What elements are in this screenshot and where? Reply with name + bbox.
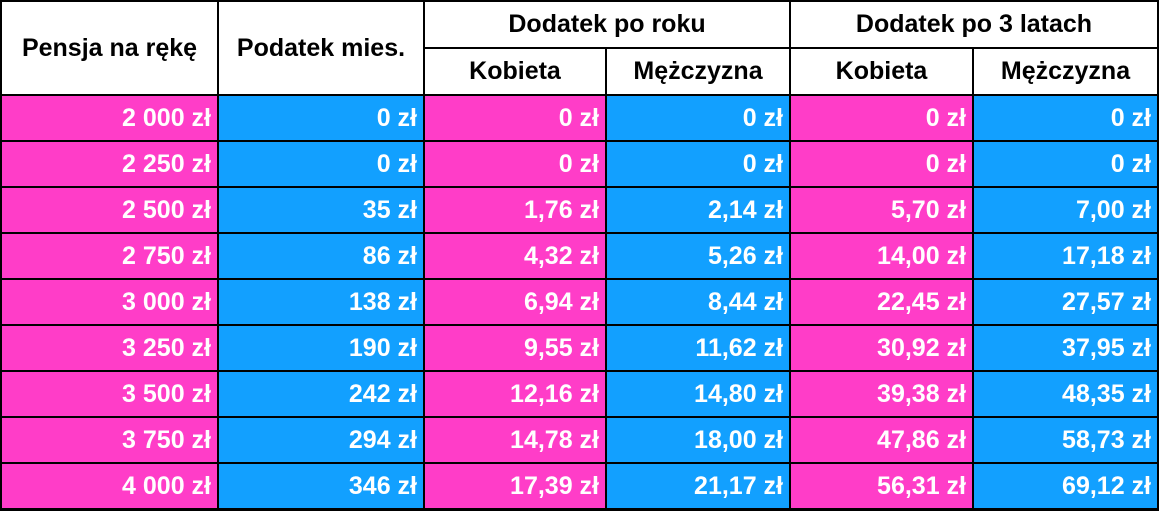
data-cell: 86 zł [219, 234, 423, 278]
data-cell: 0 zł [607, 142, 789, 186]
data-cell: 2 250 zł [2, 142, 217, 186]
data-cell: 0 zł [974, 96, 1157, 140]
data-cell: 0 zł [607, 96, 789, 140]
data-cell: 48,35 zł [974, 372, 1157, 416]
data-cell: 0 zł [791, 142, 972, 186]
data-cell: 0 zł [791, 96, 972, 140]
group-header: Dodatek po 3 latach [791, 2, 1157, 47]
data-cell: 0 zł [425, 142, 605, 186]
data-cell: 190 zł [219, 326, 423, 370]
data-cell: 14,00 zł [791, 234, 972, 278]
data-cell: 18,00 zł [607, 418, 789, 462]
data-cell: 0 zł [219, 96, 423, 140]
data-cell: 22,45 zł [791, 280, 972, 324]
data-cell: 6,94 zł [425, 280, 605, 324]
data-cell: 3 000 zł [2, 280, 217, 324]
data-cell: 0 zł [425, 96, 605, 140]
data-cell: 2,14 zł [607, 188, 789, 232]
data-cell: 9,55 zł [425, 326, 605, 370]
data-cell: 1,76 zł [425, 188, 605, 232]
data-cell: 138 zł [219, 280, 423, 324]
data-cell: 21,17 zł [607, 464, 789, 508]
data-cell: 242 zł [219, 372, 423, 416]
data-cell: 3 750 zł [2, 418, 217, 462]
data-cell: 69,12 zł [974, 464, 1157, 508]
sub-header: Kobieta [425, 49, 605, 94]
data-cell: 37,95 zł [974, 326, 1157, 370]
data-cell: 14,78 zł [425, 418, 605, 462]
sub-header: Kobieta [791, 49, 972, 94]
data-cell: 2 500 zł [2, 188, 217, 232]
sub-header: Mężczyzna [974, 49, 1157, 94]
data-cell: 17,39 zł [425, 464, 605, 508]
data-cell: 12,16 zł [425, 372, 605, 416]
data-cell: 39,38 zł [791, 372, 972, 416]
data-cell: 35 zł [219, 188, 423, 232]
data-cell: 5,70 zł [791, 188, 972, 232]
data-cell: 3 250 zł [2, 326, 217, 370]
data-cell: 0 zł [219, 142, 423, 186]
header-cell: Pensja na rękę [2, 2, 217, 94]
data-cell: 0 zł [974, 142, 1157, 186]
data-cell: 58,73 zł [974, 418, 1157, 462]
data-cell: 3 500 zł [2, 372, 217, 416]
data-cell: 7,00 zł [974, 188, 1157, 232]
sub-header: Mężczyzna [607, 49, 789, 94]
data-cell: 5,26 zł [607, 234, 789, 278]
data-cell: 56,31 zł [791, 464, 972, 508]
data-cell: 8,44 zł [607, 280, 789, 324]
data-cell: 30,92 zł [791, 326, 972, 370]
data-cell: 27,57 zł [974, 280, 1157, 324]
data-cell: 2 000 zł [2, 96, 217, 140]
group-header: Dodatek po roku [425, 2, 789, 47]
data-cell: 4,32 zł [425, 234, 605, 278]
data-cell: 4 000 zł [2, 464, 217, 508]
data-cell: 2 750 zł [2, 234, 217, 278]
data-cell: 17,18 zł [974, 234, 1157, 278]
data-cell: 11,62 zł [607, 326, 789, 370]
header-cell: Podatek mies. [219, 2, 423, 94]
data-cell: 346 zł [219, 464, 423, 508]
data-cell: 47,86 zł [791, 418, 972, 462]
data-cell: 14,80 zł [607, 372, 789, 416]
data-cell: 294 zł [219, 418, 423, 462]
